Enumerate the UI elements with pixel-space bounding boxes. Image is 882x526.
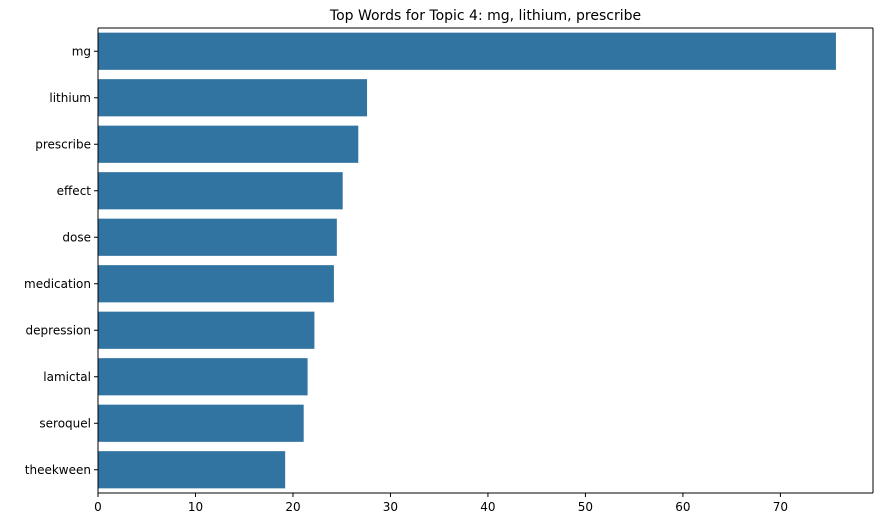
y-tick-label: theekween xyxy=(25,463,91,477)
y-tick-label: prescribe xyxy=(35,137,91,151)
bar-mg xyxy=(98,32,836,70)
y-tick-label: lamictal xyxy=(43,370,91,384)
bar-lithium xyxy=(98,79,368,117)
x-tick-label: 30 xyxy=(383,500,398,514)
bar-effect xyxy=(98,172,343,210)
bar-depression xyxy=(98,311,315,349)
y-tick-label: effect xyxy=(57,184,92,198)
bar-seroquel xyxy=(98,404,304,442)
x-tick-label: 70 xyxy=(773,500,788,514)
bar-lamictal xyxy=(98,358,308,396)
y-axis-ticks: mg lithium prescribe effect dose medication de… xyxy=(24,44,98,477)
bar-prescribe xyxy=(98,125,359,163)
x-tick-label: 40 xyxy=(480,500,495,514)
x-tick-label: 0 xyxy=(94,500,102,514)
axes-frame xyxy=(97,27,874,494)
x-tick-label: 20 xyxy=(285,500,300,514)
bars-group xyxy=(98,32,836,489)
bar-medication xyxy=(98,265,334,303)
y-tick-label: mg xyxy=(72,44,91,58)
y-tick-label: dose xyxy=(62,230,91,244)
y-tick-label: medication xyxy=(24,277,91,291)
x-axis-ticks: 0 10 20 30 40 50 60 70 xyxy=(94,493,788,514)
y-tick-label: seroquel xyxy=(39,416,91,430)
x-tick-label: 10 xyxy=(188,500,203,514)
x-tick-label: 60 xyxy=(675,500,690,514)
y-tick-label: depression xyxy=(26,323,91,337)
bar-theekween xyxy=(98,451,286,489)
chart-title: Top Words for Topic 4: mg, lithium, pres… xyxy=(329,8,641,24)
bar-dose xyxy=(98,218,337,256)
y-tick-label: lithium xyxy=(49,91,91,105)
x-tick-label: 50 xyxy=(578,500,593,514)
